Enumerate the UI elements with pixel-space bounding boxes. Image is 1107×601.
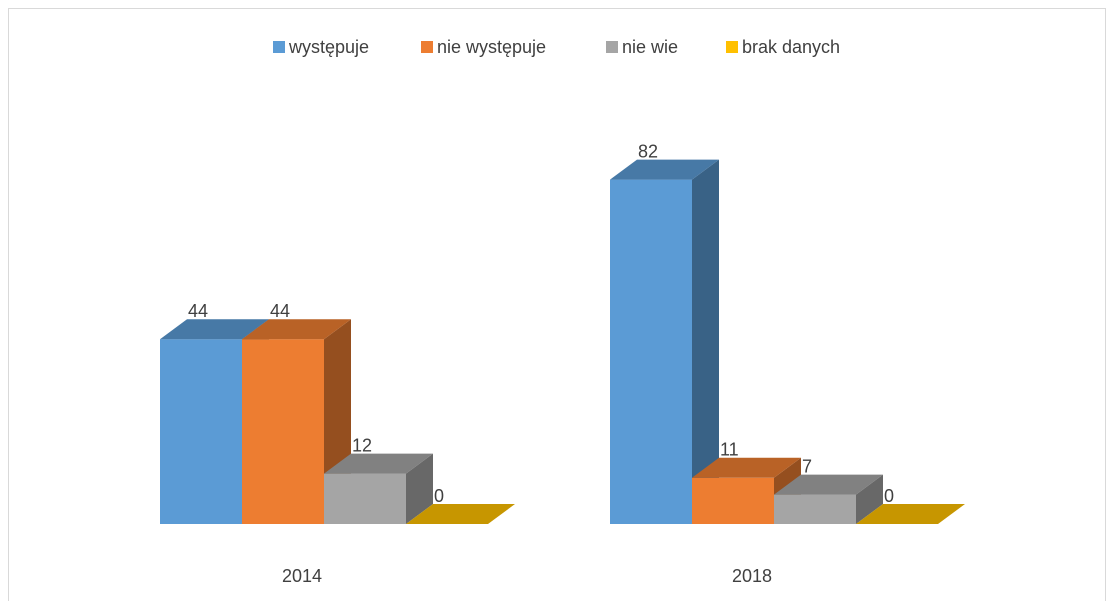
bar-front xyxy=(160,339,242,524)
legend-label: występuje xyxy=(288,37,369,57)
bar xyxy=(406,504,515,524)
bar-side xyxy=(856,474,883,524)
legend-label: brak danych xyxy=(742,37,840,57)
bar xyxy=(324,453,433,524)
bar-front xyxy=(692,477,774,524)
data-label: 0 xyxy=(434,486,444,506)
bar-top xyxy=(856,504,965,524)
bar xyxy=(774,474,883,524)
legend-swatch xyxy=(726,41,738,53)
bar-front xyxy=(242,339,324,524)
legend-swatch xyxy=(606,41,618,53)
data-label: 12 xyxy=(352,435,372,455)
bar-top xyxy=(406,504,515,524)
data-label: 44 xyxy=(188,301,208,321)
bar-side xyxy=(406,453,433,524)
x-tick-label: 2014 xyxy=(282,566,322,586)
legend-swatch xyxy=(273,41,285,53)
bar xyxy=(856,504,965,524)
data-label: 7 xyxy=(802,456,812,476)
bar-side xyxy=(692,159,719,524)
data-label: 11 xyxy=(720,440,739,460)
legend-label: nie wie xyxy=(622,37,678,57)
bar xyxy=(610,159,719,524)
x-tick-label: 2018 xyxy=(732,566,772,586)
bar-top xyxy=(324,453,433,474)
bar xyxy=(242,319,351,524)
data-label: 0 xyxy=(884,486,894,506)
bar-top xyxy=(774,474,883,495)
bar-front xyxy=(774,494,856,524)
legend-label: nie występuje xyxy=(437,37,546,57)
bar-top xyxy=(692,457,801,478)
data-label: 82 xyxy=(638,141,658,161)
bar-top xyxy=(160,319,269,340)
data-label: 44 xyxy=(270,301,290,321)
legend-swatch xyxy=(421,41,433,53)
bar-top xyxy=(610,159,719,180)
bar-top xyxy=(242,319,351,340)
bar-front xyxy=(610,179,692,524)
bar-front xyxy=(324,473,406,524)
